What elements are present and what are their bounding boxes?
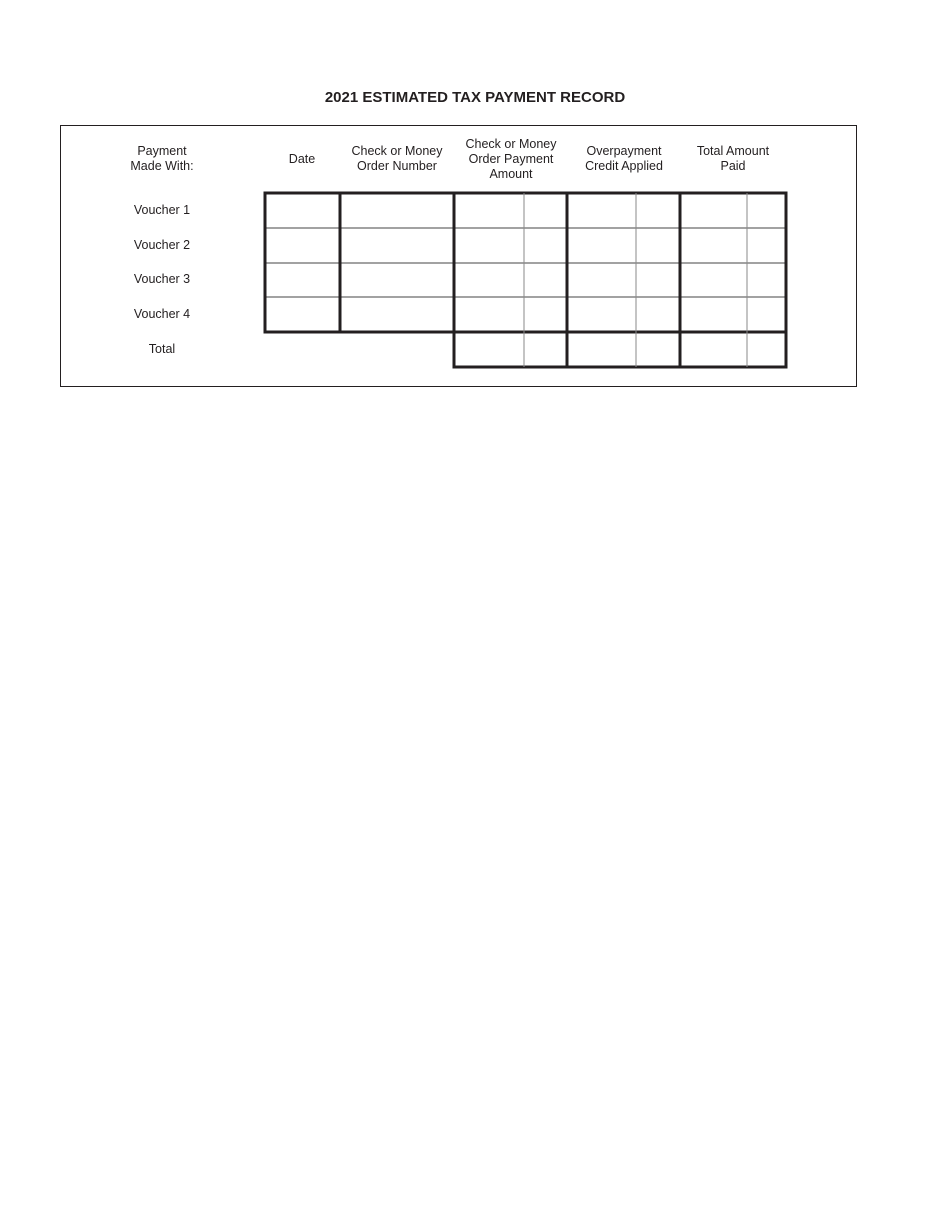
voucher-1-date-field[interactable] [267,195,338,226]
voucher-3-total-paid-cents-field[interactable] [749,265,784,295]
header-payment-made-with: Payment Made With: [102,144,222,174]
header-line: Order Payment [468,152,554,166]
header-check-number: Check or Money Order Number [337,144,457,174]
header-line: Paid [720,159,746,173]
row-label-voucher-3: Voucher 3 [133,272,191,286]
voucher-1-total-paid-dollars-field[interactable] [682,195,745,226]
voucher-1-overpayment-dollars-field[interactable] [569,195,634,226]
record-frame [60,125,857,387]
voucher-1-overpayment-cents-field[interactable] [638,195,678,226]
total-overpayment-cents-field[interactable] [638,334,678,365]
voucher-3-overpayment-cents-field[interactable] [638,265,678,295]
voucher-2-total-paid-dollars-field[interactable] [682,230,745,261]
total-payment-amount-cents-field[interactable] [526,334,565,365]
voucher-4-overpayment-cents-field[interactable] [638,299,678,330]
header-line: Check or Money [351,144,443,158]
header-line: Date [288,152,316,166]
voucher-4-payment-amount-dollars-field[interactable] [456,299,522,330]
header-line: Made With: [130,159,194,173]
voucher-3-check-number-field[interactable] [342,265,452,295]
header-line: Order Number [357,159,437,173]
header-line: Check or Money [465,137,557,151]
header-line: Overpayment [586,144,662,158]
voucher-2-total-paid-cents-field[interactable] [749,230,784,261]
voucher-3-date-field[interactable] [267,265,338,295]
row-label-voucher-1: Voucher 1 [133,203,191,217]
total-total-paid-dollars-field[interactable] [682,334,745,365]
voucher-2-payment-amount-cents-field[interactable] [526,230,565,261]
voucher-4-overpayment-dollars-field[interactable] [569,299,634,330]
total-payment-amount-dollars-field[interactable] [456,334,522,365]
voucher-2-date-field[interactable] [267,230,338,261]
row-label-total: Total [148,342,176,356]
header-overpayment: Overpayment Credit Applied [564,144,684,174]
header-date: Date [242,152,362,167]
voucher-3-payment-amount-cents-field[interactable] [526,265,565,295]
voucher-1-payment-amount-dollars-field[interactable] [456,195,522,226]
voucher-2-overpayment-cents-field[interactable] [638,230,678,261]
voucher-2-check-number-field[interactable] [342,230,452,261]
total-total-paid-cents-field[interactable] [749,334,784,365]
voucher-2-overpayment-dollars-field[interactable] [569,230,634,261]
voucher-3-total-paid-dollars-field[interactable] [682,265,745,295]
voucher-3-payment-amount-dollars-field[interactable] [456,265,522,295]
voucher-2-payment-amount-dollars-field[interactable] [456,230,522,261]
voucher-4-total-paid-cents-field[interactable] [749,299,784,330]
voucher-4-check-number-field[interactable] [342,299,452,330]
header-total-paid: Total Amount Paid [673,144,793,174]
row-label-voucher-4: Voucher 4 [133,307,191,321]
header-payment-amount: Check or Money Order Payment Amount [451,137,571,182]
voucher-1-payment-amount-cents-field[interactable] [526,195,565,226]
voucher-1-check-number-field[interactable] [342,195,452,226]
row-label-voucher-2: Voucher 2 [133,238,191,252]
form-title: 2021 ESTIMATED TAX PAYMENT RECORD [324,89,626,106]
voucher-4-total-paid-dollars-field[interactable] [682,299,745,330]
header-line: Total Amount [696,144,770,158]
voucher-4-date-field[interactable] [267,299,338,330]
header-line: Amount [489,167,533,181]
voucher-3-overpayment-dollars-field[interactable] [569,265,634,295]
total-overpayment-dollars-field[interactable] [569,334,634,365]
voucher-4-payment-amount-cents-field[interactable] [526,299,565,330]
header-line: Payment [137,144,187,158]
voucher-1-total-paid-cents-field[interactable] [749,195,784,226]
header-line: Credit Applied [585,159,663,173]
